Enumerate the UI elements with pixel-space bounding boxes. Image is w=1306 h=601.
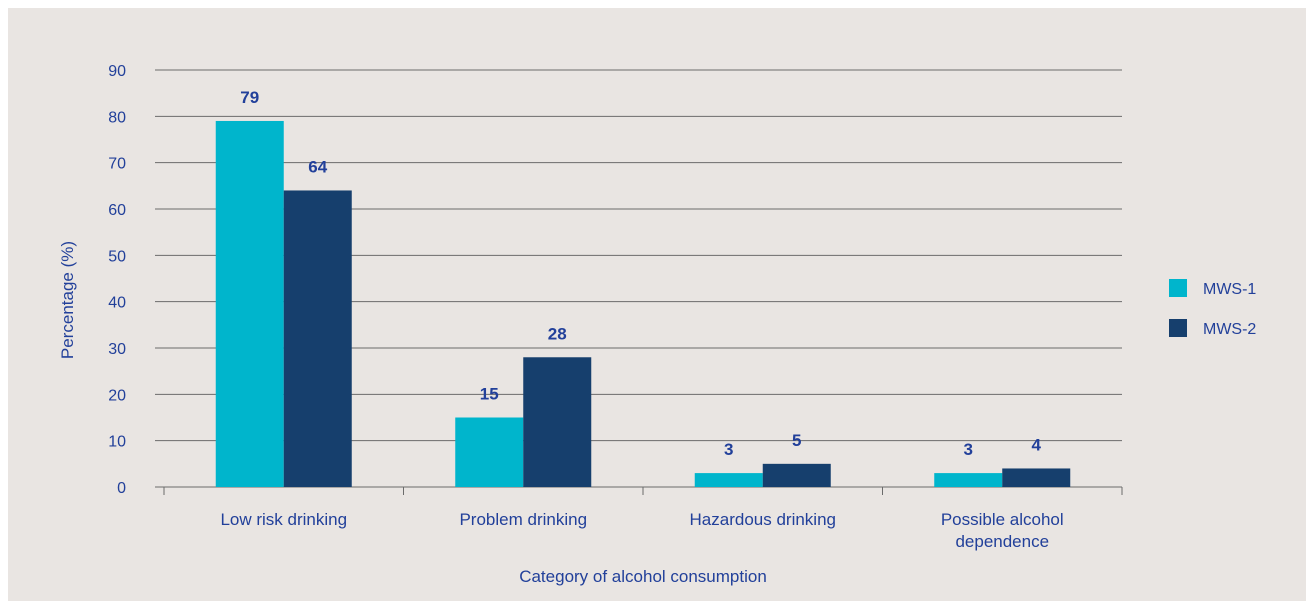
data-label: 64 <box>308 157 327 176</box>
bar-mws-1 <box>694 473 763 487</box>
bar-mws-1 <box>215 120 284 487</box>
y-tick-label: 70 <box>108 156 126 173</box>
legend-label: MWS-2 <box>1203 321 1256 338</box>
x-category-label: Low risk drinking <box>220 510 347 529</box>
data-label: 15 <box>480 385 499 404</box>
data-labels: 79 64 15 28 3 5 3 4 <box>240 88 1041 459</box>
bars <box>215 120 1071 487</box>
x-axis-title: Category of alcohol consumption <box>519 567 767 586</box>
legend-label: MWS-1 <box>1203 281 1256 298</box>
bar-mws-2 <box>283 190 352 487</box>
bar-mws-1 <box>934 473 1003 487</box>
data-label: 3 <box>724 440 733 459</box>
y-tick-label: 90 <box>108 63 126 80</box>
bar-mws-2 <box>1002 468 1071 487</box>
legend-swatch <box>1169 279 1187 297</box>
y-axis-title: Percentage (%) <box>58 241 77 359</box>
data-label: 79 <box>240 88 259 107</box>
bar-mws-2 <box>523 357 592 487</box>
y-axis-ticks: 0 10 20 30 40 50 60 70 80 90 <box>108 63 126 497</box>
data-label: 28 <box>548 324 567 343</box>
y-tick-label: 60 <box>108 202 126 219</box>
bar-mws-1 <box>455 417 524 487</box>
data-label: 4 <box>1032 435 1042 454</box>
category-labels: Low risk drinking Problem drinking Hazardo… <box>220 510 1063 551</box>
y-tick-label: 10 <box>108 434 126 451</box>
x-category-label: Problem drinking <box>459 510 587 529</box>
data-label: 5 <box>792 431 801 450</box>
y-tick-label: 20 <box>108 387 126 404</box>
y-tick-label: 50 <box>108 248 126 265</box>
x-category-label: Hazardous drinking <box>690 510 836 529</box>
x-category-label: Possible alcohol dependence <box>941 510 1064 551</box>
y-tick-label: 40 <box>108 295 126 312</box>
y-tick-label: 30 <box>108 341 126 358</box>
legend: MWS-1 MWS-2 <box>1169 279 1256 338</box>
y-tick-label: 80 <box>108 109 126 126</box>
y-tick-label: 0 <box>117 480 126 497</box>
x-axis <box>155 486 1123 495</box>
legend-swatch <box>1169 319 1187 337</box>
data-label: 3 <box>964 440 973 459</box>
bar-mws-2 <box>762 463 831 487</box>
